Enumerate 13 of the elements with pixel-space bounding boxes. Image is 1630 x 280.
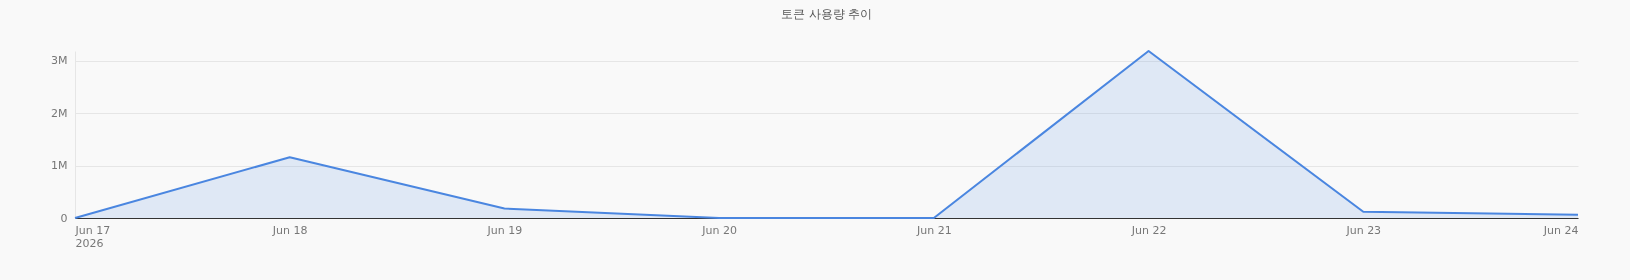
- x-tick-label: Jun 18: [271, 223, 308, 237]
- y-tick-label: 1M: [51, 159, 68, 173]
- x-tick-label: Jun 20: [701, 223, 737, 237]
- x-tick-label: Jun 17 2026: [74, 223, 111, 250]
- x-tick-label: Jun 23: [1345, 223, 1382, 237]
- y-tick-label: 3M: [51, 54, 68, 68]
- y-tick-label: 2M: [51, 106, 68, 120]
- x-tick-label: Jun 24: [1542, 223, 1579, 237]
- chart-title: 토큰 사용량 추이: [780, 7, 873, 21]
- x-tick-label: Jun 22: [1130, 223, 1167, 237]
- x-tick-label: Jun 21: [916, 223, 952, 237]
- x-tick-label: Jun 19: [486, 223, 523, 237]
- y-tick-label: 0: [60, 211, 68, 225]
